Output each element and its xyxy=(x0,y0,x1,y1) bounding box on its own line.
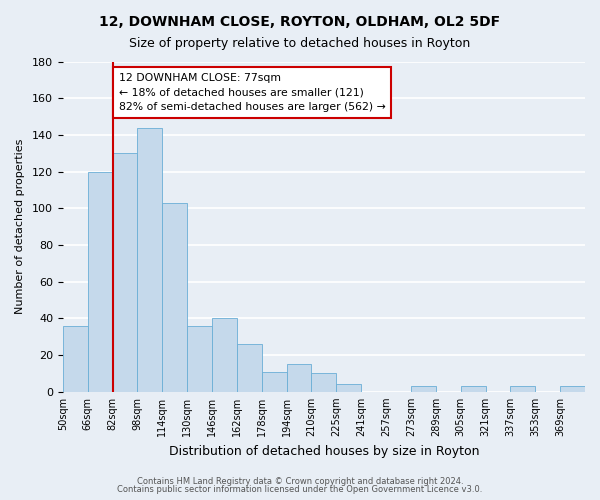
Bar xyxy=(262,372,287,392)
Bar xyxy=(337,384,361,392)
X-axis label: Distribution of detached houses by size in Royton: Distribution of detached houses by size … xyxy=(169,444,479,458)
Bar xyxy=(511,386,535,392)
Text: 12, DOWNHAM CLOSE, ROYTON, OLDHAM, OL2 5DF: 12, DOWNHAM CLOSE, ROYTON, OLDHAM, OL2 5… xyxy=(100,15,500,29)
Bar xyxy=(212,318,237,392)
Bar xyxy=(237,344,262,392)
Bar xyxy=(137,128,162,392)
Text: Contains public sector information licensed under the Open Government Licence v3: Contains public sector information licen… xyxy=(118,485,482,494)
Text: 12 DOWNHAM CLOSE: 77sqm
← 18% of detached houses are smaller (121)
82% of semi-d: 12 DOWNHAM CLOSE: 77sqm ← 18% of detache… xyxy=(119,72,385,112)
Y-axis label: Number of detached properties: Number of detached properties xyxy=(15,139,25,314)
Bar xyxy=(311,374,337,392)
Bar xyxy=(411,386,436,392)
Bar xyxy=(88,172,113,392)
Bar xyxy=(162,203,187,392)
Bar xyxy=(113,154,137,392)
Bar xyxy=(461,386,485,392)
Bar xyxy=(287,364,311,392)
Text: Contains HM Land Registry data © Crown copyright and database right 2024.: Contains HM Land Registry data © Crown c… xyxy=(137,477,463,486)
Text: Size of property relative to detached houses in Royton: Size of property relative to detached ho… xyxy=(130,38,470,51)
Bar xyxy=(187,326,212,392)
Bar xyxy=(63,326,88,392)
Bar xyxy=(560,386,585,392)
